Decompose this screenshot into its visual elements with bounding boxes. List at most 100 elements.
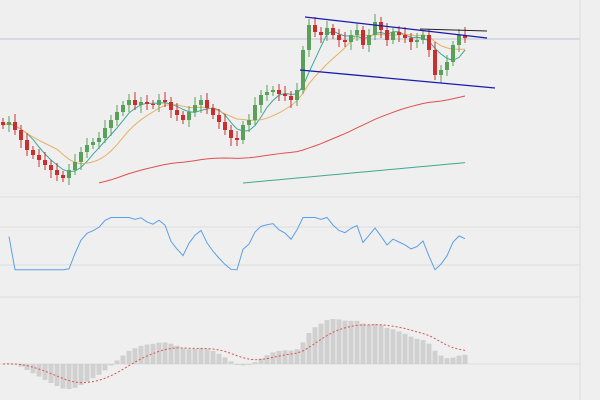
candle-body — [145, 102, 149, 104]
candle-body — [295, 90, 299, 100]
macd-histogram-bar — [414, 338, 420, 364]
macd-histogram-bar — [192, 349, 198, 364]
candle-body — [349, 35, 353, 42]
macd-histogram-bar — [348, 320, 354, 364]
candle-body — [415, 40, 419, 42]
candle-body — [223, 122, 227, 130]
moving-average-10 — [2, 33, 465, 165]
candle-body — [193, 105, 197, 112]
candle-body — [199, 100, 203, 105]
macd-histogram-bar — [354, 320, 360, 364]
macd-histogram-bar — [450, 357, 456, 364]
candle-body — [451, 45, 455, 62]
candle-body — [457, 35, 461, 45]
macd-histogram-bar — [168, 343, 174, 364]
macd-histogram-bar — [264, 355, 270, 364]
macd-histogram-bar — [336, 319, 342, 364]
candle-body — [97, 138, 101, 142]
candle-body — [163, 100, 167, 102]
macd-histogram-bar — [444, 358, 450, 364]
macd-histogram-bar — [96, 364, 102, 375]
macd-histogram-bar — [342, 320, 348, 364]
macd-histogram-bar — [90, 364, 96, 379]
rsi-line — [8, 216, 466, 271]
macd-histogram-bar — [132, 348, 138, 364]
candle-body — [265, 92, 269, 95]
macd-histogram-bar — [252, 362, 258, 364]
candle-body — [79, 152, 83, 162]
candle-body — [67, 170, 71, 178]
macd-histogram-bar — [408, 336, 414, 364]
candle-body — [367, 35, 371, 45]
candle-body — [463, 35, 467, 38]
candle-body — [439, 70, 443, 75]
macd-histogram-bar — [144, 344, 150, 364]
macd-histogram-bar — [270, 352, 276, 364]
candle-body — [181, 115, 185, 120]
macd-histogram-bar — [126, 350, 132, 364]
candle-body — [151, 104, 155, 105]
candle-body — [61, 175, 65, 178]
macd-histogram-bar — [216, 353, 222, 364]
macd-histogram-bar — [288, 350, 294, 364]
candle-body — [361, 30, 365, 45]
candle-body — [391, 32, 395, 40]
macd-histogram-bar — [300, 342, 306, 364]
macd-histogram-bar — [60, 364, 66, 389]
macd-histogram-bar — [282, 350, 288, 364]
macd-histogram-bar — [186, 349, 192, 364]
macd-histogram-bar — [378, 325, 384, 364]
macd-histogram-bar — [42, 364, 48, 380]
candle-body — [325, 28, 329, 35]
macd-histogram-bar — [36, 364, 42, 377]
candle-body — [19, 130, 23, 140]
candle-body — [433, 50, 437, 75]
candle-body — [397, 32, 401, 35]
candle-body — [139, 102, 143, 105]
macd-histogram-bar — [234, 364, 240, 365]
candle-body — [373, 22, 377, 35]
candle-body — [115, 112, 119, 120]
macd-histogram-bar — [180, 348, 186, 364]
macd-histogram-bar — [324, 320, 330, 364]
macd-histogram-bar — [156, 342, 162, 364]
macd-histogram-bar — [222, 357, 228, 364]
candle-body — [247, 120, 251, 125]
macd-histogram-bar — [150, 343, 156, 364]
candle-body — [157, 100, 161, 105]
macd-histogram-bar — [72, 364, 78, 388]
candle-body — [445, 62, 449, 70]
candle-body — [91, 142, 95, 145]
macd-signal-line — [2, 324, 466, 384]
macd-histogram-bar — [30, 364, 36, 374]
candle-body — [1, 122, 5, 125]
macd-histogram-bar — [18, 364, 24, 367]
macd-histogram-bar — [258, 358, 264, 364]
macd-histogram-bar — [78, 364, 84, 386]
rsi-pane — [8, 216, 466, 271]
moving-average-50 — [98, 95, 466, 184]
macd-histogram-bar — [102, 364, 108, 371]
candle-body — [127, 100, 131, 105]
macd-histogram-bar — [204, 349, 210, 364]
candle-body — [43, 160, 47, 165]
candle-body — [241, 125, 245, 140]
candle-body — [355, 30, 359, 35]
macd-histogram-bar — [318, 323, 324, 364]
macd-histogram-bar — [366, 324, 372, 364]
candle-body — [313, 25, 317, 32]
macd-histogram-bar — [426, 343, 432, 364]
macd-histogram-bar — [210, 351, 216, 364]
candle-body — [427, 35, 431, 50]
candle-body — [25, 140, 29, 150]
macd-histogram-bar — [306, 333, 312, 364]
macd-histogram-bar — [420, 340, 426, 364]
candle-body — [289, 96, 293, 100]
macd-histogram-bar — [84, 364, 90, 382]
macd-histogram-bar — [312, 327, 318, 364]
macd-histogram-bar — [294, 349, 300, 364]
macd-histogram-bar — [330, 319, 336, 364]
macd-histogram-bar — [108, 364, 114, 366]
macd-histogram-bar — [240, 364, 246, 366]
